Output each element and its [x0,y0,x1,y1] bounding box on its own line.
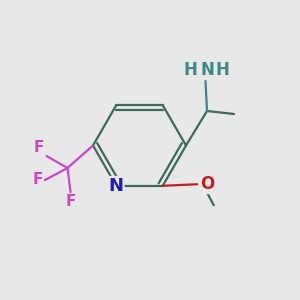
Text: F: F [65,194,76,209]
Text: H: H [215,61,229,79]
Text: O: O [200,175,214,193]
Text: N: N [109,177,124,195]
Text: H: H [184,61,197,79]
Text: F: F [34,140,44,154]
Text: F: F [32,172,43,188]
Text: N: N [200,61,214,79]
